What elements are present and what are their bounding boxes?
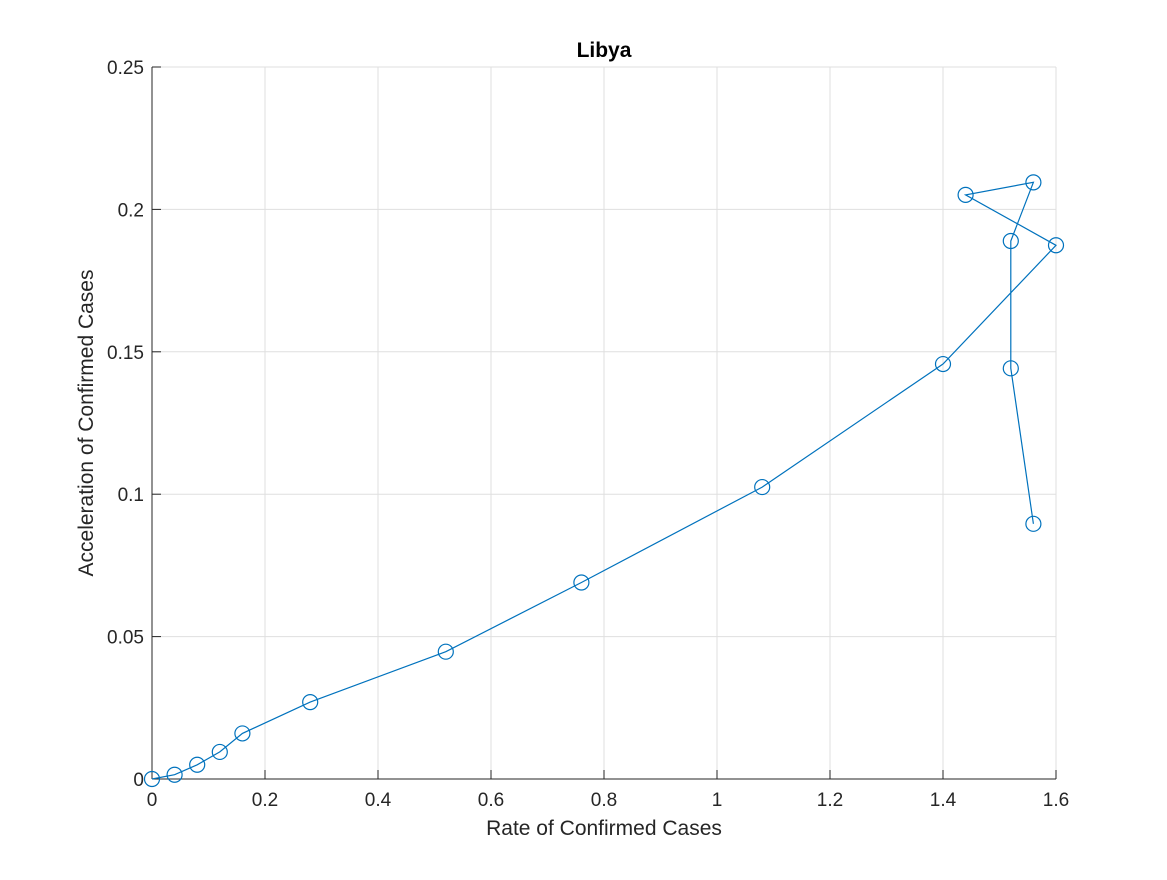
data-point-marker xyxy=(234,725,251,742)
y-tick-label: 0.2 xyxy=(118,200,144,221)
x-tick-label: 1.2 xyxy=(817,790,843,811)
data-point-marker xyxy=(1002,232,1019,250)
x-tick-label: 1.6 xyxy=(1043,790,1069,811)
y-tick-label: 0.1 xyxy=(118,485,144,506)
data-point-marker xyxy=(573,574,590,591)
data-point-marker xyxy=(143,770,161,788)
data-point-marker xyxy=(754,478,771,496)
axes xyxy=(151,66,1057,780)
data-point-marker xyxy=(934,355,952,373)
chart-title: Libya xyxy=(577,39,632,62)
x-axis-label: Rate of Confirmed Cases xyxy=(486,817,722,840)
data-point-marker xyxy=(211,743,228,761)
y-tick-label: 0 xyxy=(133,770,144,791)
tick-labels: 0 0.2 0.4 0.6 0.8 1 1.2 1.4 1.6 0 0.05 0.1 0.15 0.2 0.… xyxy=(107,58,1069,811)
y-axis-label: Acceleration of Confirmed Cases xyxy=(75,270,98,577)
x-tick-label: 0.4 xyxy=(365,790,392,811)
series-line xyxy=(151,181,1057,780)
data-point-marker xyxy=(1025,174,1042,191)
data-point-marker xyxy=(437,643,454,660)
x-tick-label: 1.4 xyxy=(930,790,957,811)
x-tick-label: 0.6 xyxy=(478,790,504,811)
data-point-marker xyxy=(957,186,974,203)
data-point-marker xyxy=(166,766,183,783)
y-tick-label: 0.25 xyxy=(107,58,144,79)
x-tick-label: 0.8 xyxy=(591,790,617,811)
x-tick-label: 1 xyxy=(712,790,723,811)
x-tick-label: 0 xyxy=(147,790,158,811)
y-tick-label: 0.15 xyxy=(107,343,144,364)
y-tick-label: 0.05 xyxy=(107,628,144,649)
data-point-marker xyxy=(302,694,319,711)
data-point-marker xyxy=(1002,360,1019,377)
series xyxy=(143,174,1065,788)
data-point-marker xyxy=(189,756,206,773)
data-point-marker xyxy=(1025,515,1042,532)
x-tick-label: 0.2 xyxy=(252,790,278,811)
data-point-marker xyxy=(1047,237,1065,254)
